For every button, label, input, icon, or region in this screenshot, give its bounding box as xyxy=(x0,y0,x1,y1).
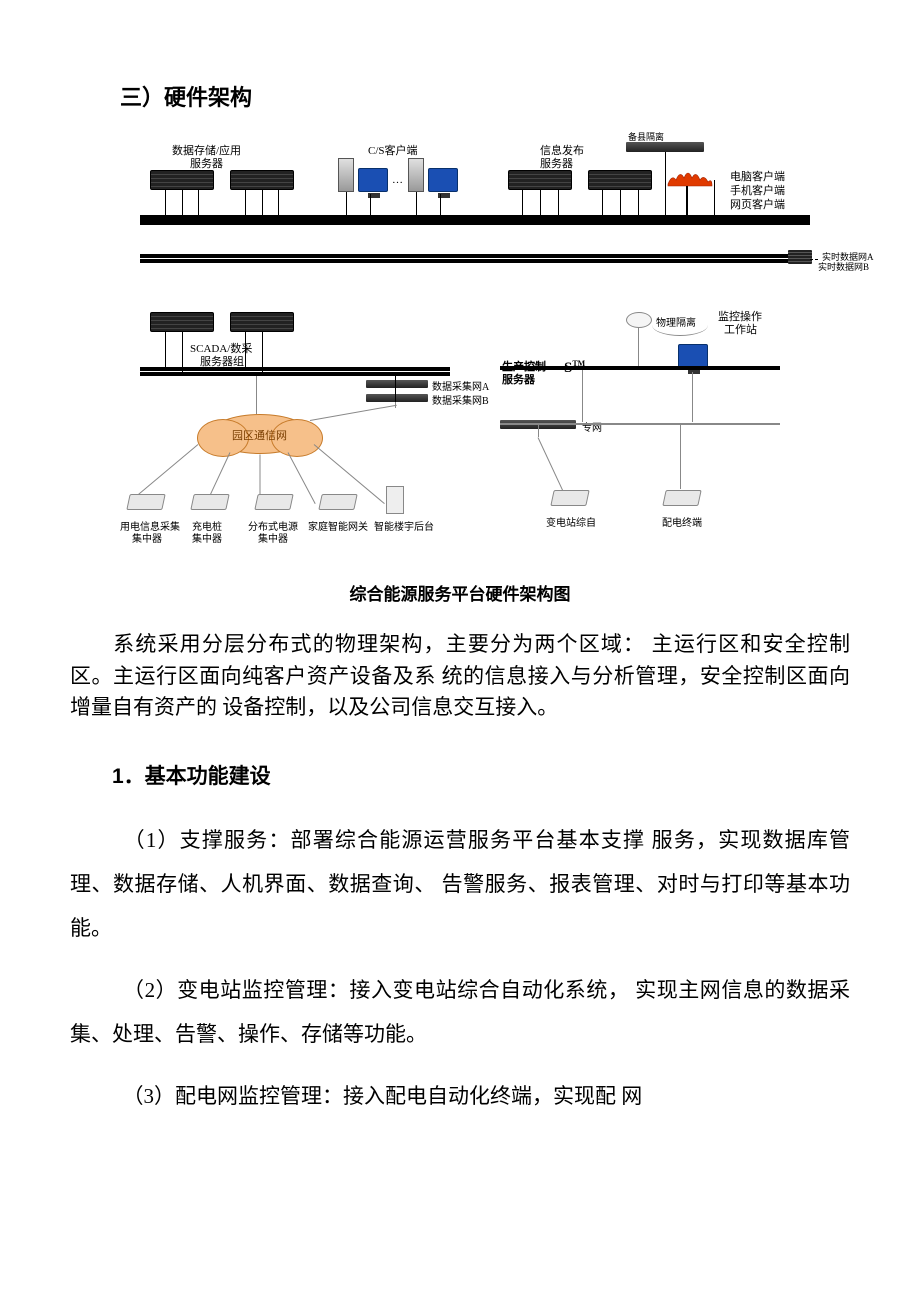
diagram-caption: 综合能源服务平台硬件架构图 xyxy=(70,580,850,605)
label-substation: 变电站综自 xyxy=(546,514,596,529)
label-park-net: 园区通信网 xyxy=(232,427,287,443)
label-elec-collector-2: 集中器 xyxy=(132,530,162,545)
bus-line xyxy=(140,220,810,225)
bus-line xyxy=(140,254,810,258)
rack-icon xyxy=(508,170,572,190)
tower-icon xyxy=(408,158,424,192)
modem-icon xyxy=(318,494,357,510)
label-prod-control-2: 服务器 xyxy=(502,371,535,387)
modem-icon xyxy=(126,494,165,510)
modem-icon xyxy=(550,490,589,506)
rack-icon xyxy=(230,170,294,190)
tower-icon xyxy=(338,158,354,192)
bus-line xyxy=(500,366,780,370)
isolator-icon xyxy=(626,312,652,328)
heading-basic-functions: 1．基本功能建设 xyxy=(112,760,850,790)
bus-line xyxy=(140,259,810,263)
bus-line xyxy=(140,372,450,376)
monitor-icon xyxy=(678,344,708,368)
label-web-client: 网页客户端 xyxy=(730,196,785,212)
label-collect-b: 数据采集网B xyxy=(432,392,489,407)
list-item-2: （2）变电站监控管理：接入变电站综合自动化系统， 实现主网信息的数据采集、处理、… xyxy=(70,968,850,1056)
label-realtime-b: 实时数据网B xyxy=(818,260,869,273)
monitor-icon xyxy=(428,168,458,192)
heading-hardware-arch: 三）硬件架构 xyxy=(120,80,850,112)
label-smart-building: 智能楼宇后台 xyxy=(374,518,434,533)
rack-icon xyxy=(150,312,214,332)
label-private-net: 专网 xyxy=(582,419,602,434)
ellipsis: … xyxy=(392,174,403,186)
switch-icon xyxy=(626,142,704,152)
list-item-1: （1）支撑服务：部署综合能源运营服务平台基本支撑 服务，实现数据库管理、数据存储… xyxy=(70,818,850,950)
switch-icon xyxy=(366,380,428,388)
label-backup-isolation: 备县隔离 xyxy=(628,130,664,143)
firewall-icon xyxy=(666,168,714,190)
monitor-icon xyxy=(358,168,388,192)
label-collect-a: 数据采集网A xyxy=(432,378,489,393)
rack-icon xyxy=(150,170,214,190)
switch-icon xyxy=(366,394,428,402)
label-monitor-station-2: 工作站 xyxy=(724,321,757,337)
label-data-storage-2: 服务器 xyxy=(190,155,223,171)
bus-line xyxy=(140,367,450,371)
label-home-gateway: 家庭智能网关 xyxy=(308,518,368,533)
modem-icon xyxy=(662,490,701,506)
label-info-publish-2: 服务器 xyxy=(540,155,573,171)
switch-icon xyxy=(788,250,812,264)
rack-icon xyxy=(588,170,652,190)
modem-icon xyxy=(190,494,229,510)
label-dist-terminal: 配电终端 xyxy=(662,514,702,529)
paragraph-intro: 系统采用分层分布式的物理架构，主要分为两个区域： 主运行区和安全控制区。主运行区… xyxy=(70,629,850,724)
list-item-3: （3）配电网监控管理：接入配电自动化终端，实现配 网 xyxy=(70,1074,850,1118)
label-dist-power-2: 集中器 xyxy=(258,530,288,545)
pc-icon xyxy=(386,486,404,514)
label-charge-pile-2: 集中器 xyxy=(192,530,222,545)
label-cs-client: C/S客户端 xyxy=(368,142,418,158)
modem-icon xyxy=(254,494,293,510)
rack-icon xyxy=(230,312,294,332)
bus-line xyxy=(500,423,780,425)
hardware-architecture-diagram: 数据存储/应用 服务器 C/S客户端 信息发布 服务器 … 备县隔离 电脑客户端… xyxy=(70,142,850,572)
